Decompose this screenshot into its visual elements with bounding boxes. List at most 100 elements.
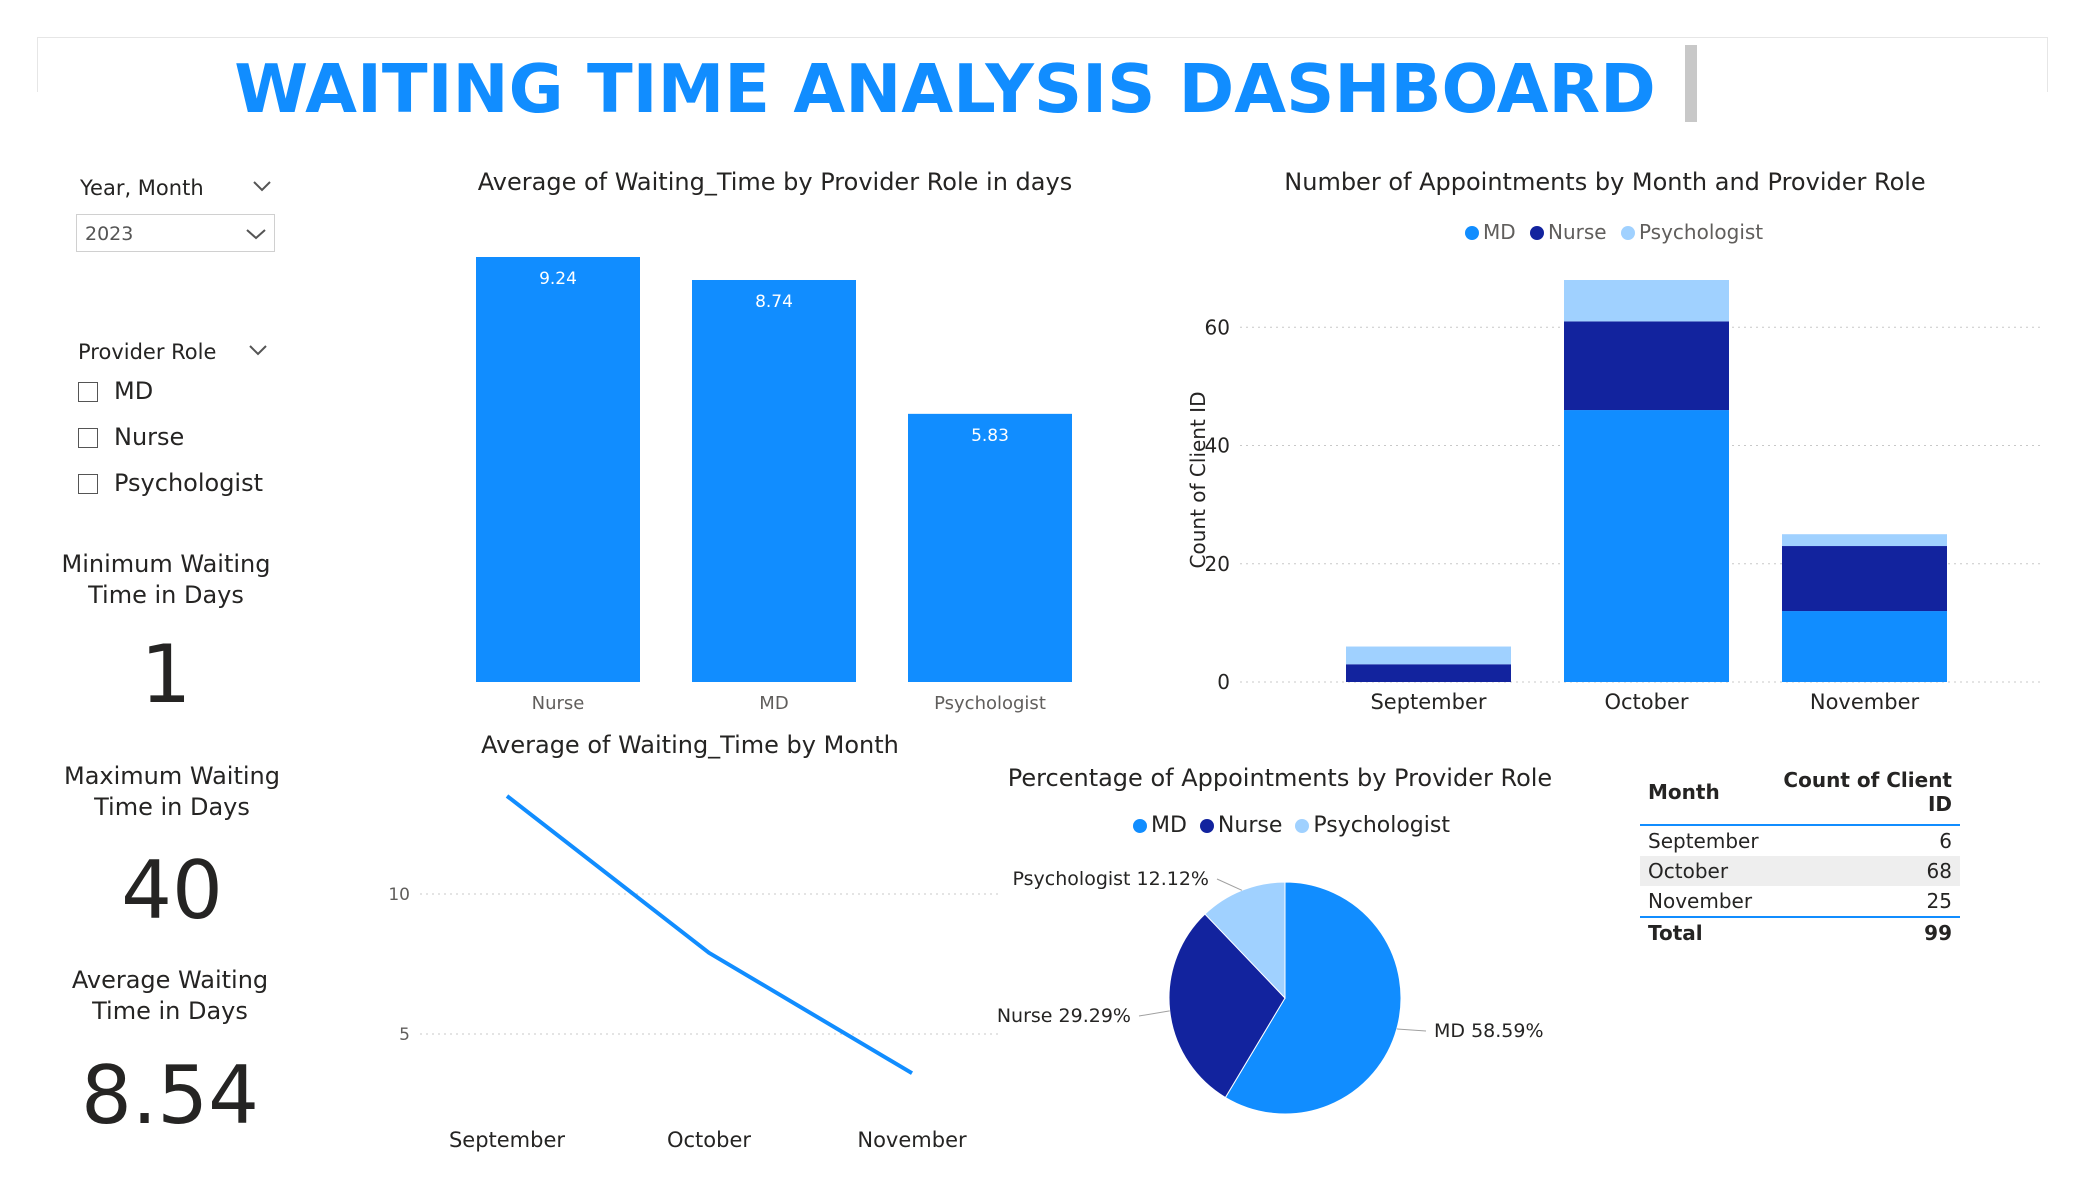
year-slicer-title: Year, Month (80, 176, 204, 200)
bar-segment-psychologist-november (1782, 534, 1947, 547)
month-table: Month Count of Client ID September 6 Oct… (1640, 764, 1960, 948)
chart3-title: Average of Waiting_Time by Month (481, 731, 899, 759)
bar-segment-nurse-october (1564, 321, 1729, 411)
max-card-label-line1: Maximum Waiting (64, 762, 280, 790)
chart2-stacked-bar-chart: 0 20 40 60 Count of Client ID September Octobe… (1186, 280, 2040, 714)
role-option-md[interactable]: MD (78, 377, 153, 405)
avg-card-label-line2: Time in Days (92, 997, 248, 1025)
legend-label: MD (1483, 220, 1516, 244)
data-label: 5.83 (971, 426, 1009, 446)
table-cell-month: October (1640, 856, 1767, 886)
legend-label: MD (1151, 813, 1187, 838)
y-tick-label: 0 (1217, 670, 1230, 694)
table-cell-count: 6 (1939, 829, 1952, 853)
table-cell-month: September (1648, 829, 1759, 853)
year-dropdown[interactable]: 2023 (76, 214, 275, 252)
x-tick-label: Nurse (532, 693, 585, 714)
leader-line (1138, 1010, 1170, 1017)
x-tick-label: MD (759, 693, 788, 714)
leader-line (1396, 1028, 1427, 1032)
bar-segment-md-november (1782, 611, 1947, 682)
chart2-legend: MD Nurse Psychologist (1465, 220, 1763, 244)
x-tick-label: September (449, 1128, 565, 1152)
chevron-down-icon[interactable] (252, 180, 272, 192)
table-cell-month: November (1648, 889, 1753, 913)
y-tick-label: 60 (1205, 315, 1230, 339)
role-option-label: Nurse (114, 423, 185, 451)
legend-label: Psychologist (1313, 813, 1450, 838)
legend-dot-psychologist (1295, 819, 1310, 833)
data-label: MD 58.59% (1434, 1020, 1544, 1042)
legend-dot-nurse (1199, 819, 1214, 833)
max-card-label: Maximum Waiting Time in Days (42, 761, 302, 823)
role-option-label: MD (114, 377, 154, 405)
role-option-psychologist[interactable]: Psychologist (78, 469, 263, 497)
x-tick-label: November (857, 1128, 967, 1152)
checkbox[interactable] (78, 474, 98, 494)
bar-md (692, 279, 856, 682)
pie-slice-md (1224, 881, 1402, 1115)
x-tick-label: September (1370, 690, 1486, 714)
bar-segment-nurse-november (1782, 546, 1947, 612)
chart4-title: Percentage of Appointments by Provider R… (1007, 764, 1553, 792)
data-label: 9.24 (539, 269, 577, 289)
table-header-row: Month Count of Client ID (1640, 764, 1960, 826)
table-row: October 68 (1640, 856, 1960, 886)
avg-card-label: Average Waiting Time in Days (40, 965, 300, 1027)
legend-label: Nurse (1217, 813, 1283, 838)
report-frame-top (37, 37, 2048, 38)
min-card-label: Minimum Waiting Time in Days (36, 549, 296, 611)
chart4-pie-chart: MD 58.59% Nurse 29.29% Psychologist 12.12% (997, 868, 1544, 1115)
min-card-value: 1 (140, 628, 192, 721)
table-total-label: Total (1640, 916, 1767, 948)
legend-item-md[interactable]: MD (1133, 813, 1187, 838)
chart3-line-chart: 5 10 September October November (388, 794, 1000, 1152)
bar-segment-nurse-september (1346, 664, 1511, 682)
max-card-label-line2: Time in Days (94, 793, 250, 821)
table-header-count[interactable]: Count of Client ID (1766, 764, 1960, 826)
table-total-value: 99 (1766, 916, 1960, 948)
legend-item-nurse[interactable]: Nurse (1530, 220, 1607, 244)
bar-segment-psychologist-september (1346, 646, 1511, 665)
legend-dot-md (1133, 819, 1147, 833)
table-cell-count: 25 (1926, 889, 1952, 913)
checkbox[interactable] (78, 428, 98, 448)
legend-dot-psychologist (1620, 226, 1635, 240)
legend-item-psychologist[interactable]: Psychologist (1295, 813, 1450, 838)
chart2-title: Number of Appointments by Month and Prov… (1284, 168, 1926, 196)
table-total-row: Total 99 (1640, 916, 1960, 948)
min-card-label-line1: Minimum Waiting (61, 550, 271, 578)
legend-item-nurse[interactable]: Nurse (1199, 813, 1283, 838)
x-tick-label: October (1604, 690, 1688, 714)
checkbox[interactable] (78, 382, 98, 402)
chevron-down-icon (246, 229, 266, 240)
table-row: September 6 (1640, 825, 1960, 856)
table-header-month[interactable]: Month (1640, 764, 1767, 826)
data-label: 8.74 (755, 292, 793, 312)
report-frame-left (37, 37, 38, 92)
leader-line (1216, 878, 1243, 891)
avg-card-value: 8.54 (80, 1049, 260, 1142)
x-tick-label: October (667, 1128, 751, 1152)
min-card-label-line2: Time in Days (88, 581, 244, 609)
table-cell-count: 68 (1766, 856, 1960, 886)
y-tick-label: 20 (1205, 552, 1230, 576)
report-frame-right (2047, 37, 2048, 92)
bar-segment-md-october (1564, 410, 1729, 682)
chart4-legend: MD Nurse Psychologist (1133, 813, 1450, 838)
chevron-down-icon[interactable] (248, 344, 268, 356)
y-axis-label: Count of Client ID (1186, 392, 1210, 569)
data-label: Psychologist 12.12% (1013, 868, 1209, 890)
y-tick-label: 5 (399, 1025, 410, 1045)
bar-nurse (476, 257, 640, 682)
x-tick-label: November (1810, 690, 1920, 714)
legend-item-md[interactable]: MD (1465, 220, 1516, 244)
legend-dot-md (1465, 226, 1479, 240)
legend-item-psychologist[interactable]: Psychologist (1620, 220, 1763, 244)
scrollbar-handle[interactable] (1685, 45, 1697, 122)
chart1-title: Average of Waiting_Time by Provider Role… (477, 168, 1073, 196)
dashboard-title: WAITING TIME ANALYSIS DASHBOARD (234, 50, 1656, 128)
series-line (505, 794, 914, 1075)
legend-label: Nurse (1548, 220, 1607, 244)
role-option-nurse[interactable]: Nurse (78, 423, 184, 451)
